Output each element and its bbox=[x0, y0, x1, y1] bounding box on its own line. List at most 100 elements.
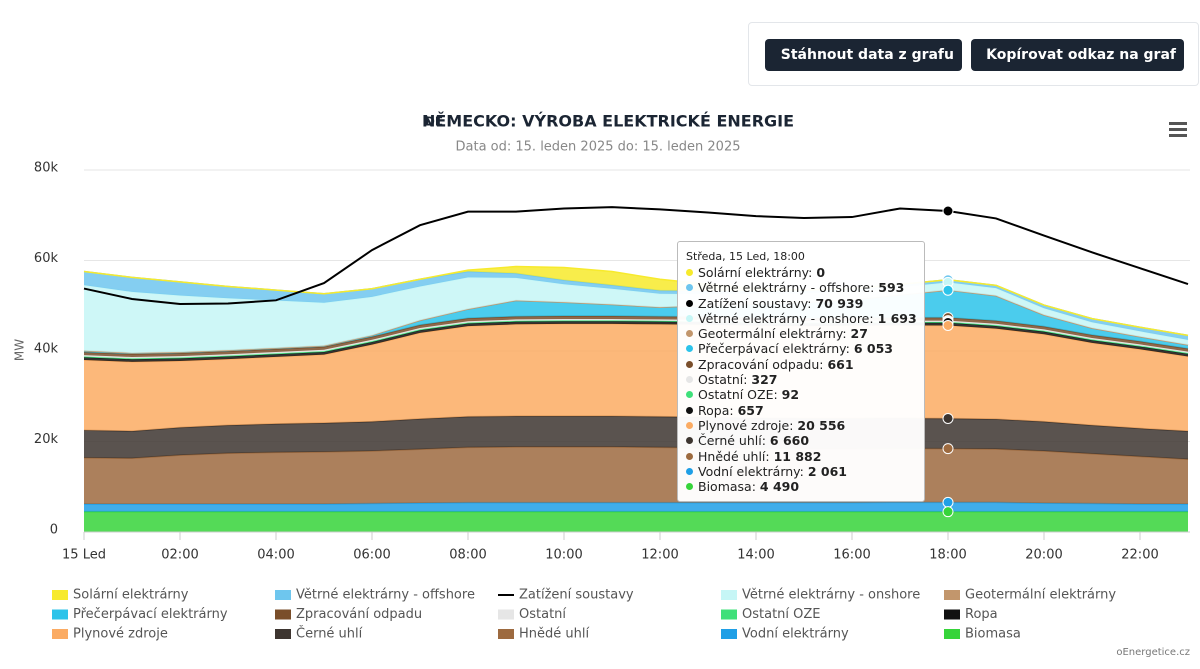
x-tick-label: 02:00 bbox=[161, 548, 198, 563]
tooltip: Středa, 15 Led, 18:00 Solární elektrárny… bbox=[677, 241, 925, 502]
tooltip-row: Ostatní327 bbox=[686, 372, 916, 387]
tooltip-dot bbox=[686, 345, 693, 353]
legend-swatch bbox=[498, 629, 514, 639]
hover-marker bbox=[942, 496, 954, 508]
tooltip-value: 92 bbox=[781, 387, 800, 403]
legend-item[interactable]: Zatížení soustavy bbox=[498, 588, 634, 603]
tooltip-dot bbox=[686, 314, 693, 322]
legend-item[interactable]: Větrné elektrárny - offshore bbox=[275, 588, 475, 603]
legend-item[interactable]: Vodní elektrárny bbox=[721, 627, 849, 642]
x-tick-label: 18:00 bbox=[929, 548, 966, 563]
area bbox=[84, 446, 1188, 504]
legend-item[interactable]: Solární elektrárny bbox=[52, 588, 189, 603]
legend-item[interactable]: Ostatní bbox=[498, 607, 566, 622]
chart-title: NĚMECKO: VÝROBA ELEKTRICKÉ ENERGIE bbox=[422, 112, 794, 131]
menu-icon[interactable] bbox=[1169, 122, 1187, 137]
legend-swatch bbox=[275, 609, 291, 620]
legend-item[interactable]: Přečerpávací elektrárny bbox=[52, 607, 228, 622]
tooltip-value: 70 939 bbox=[815, 295, 864, 311]
tooltip-name: Přečerpávací elektrárny bbox=[698, 341, 854, 356]
tooltip-name: Zpracování odpadu bbox=[698, 357, 827, 372]
legend-item[interactable]: Plynové zdroje bbox=[52, 627, 168, 642]
x-tick-label: 08:00 bbox=[449, 548, 486, 563]
tooltip-row: Větrné elektrárny - offshore593 bbox=[686, 280, 916, 295]
x-tick-label: 22:00 bbox=[1121, 548, 1158, 563]
tooltip-dot bbox=[686, 391, 693, 399]
tooltip-row: Biomasa4 490 bbox=[686, 479, 916, 494]
legend-item[interactable]: Hnědé uhlí bbox=[498, 627, 589, 642]
tooltip-name: Hnědé uhlí bbox=[698, 449, 774, 464]
legend-swatch bbox=[52, 590, 68, 600]
tooltip-dot bbox=[686, 421, 693, 429]
tooltip-name: Ropa bbox=[698, 403, 738, 418]
hover-marker bbox=[942, 506, 954, 518]
copy-link-button[interactable]: Kopírovat odkaz na graf bbox=[971, 39, 1184, 71]
area bbox=[84, 277, 1188, 353]
legend-label: Solární elektrárny bbox=[73, 588, 189, 603]
line bbox=[83, 206, 1189, 305]
tooltip-dot bbox=[686, 406, 693, 414]
tooltip-dot bbox=[686, 269, 693, 276]
tooltip-row: Ropa657 bbox=[686, 403, 916, 418]
legend-label: Biomasa bbox=[965, 627, 1021, 642]
credit: oEnergetice.cz bbox=[1116, 647, 1190, 658]
legend-item[interactable]: Černé uhlí bbox=[275, 626, 363, 642]
y-tick-label: 20k bbox=[34, 432, 59, 447]
legend-label: Vodní elektrárny bbox=[742, 627, 849, 642]
tooltip-value: 657 bbox=[737, 402, 764, 418]
area bbox=[84, 502, 1188, 512]
legend-item[interactable]: Zpracování odpadu bbox=[275, 607, 422, 622]
legend-label: Ropa bbox=[965, 607, 998, 622]
tooltip-dot bbox=[686, 299, 693, 307]
tooltip-row: Zatížení soustavy70 939 bbox=[686, 296, 916, 311]
tooltip-dot bbox=[686, 467, 693, 475]
tooltip-name: Biomasa bbox=[698, 479, 760, 494]
tooltip-title: Středa, 15 Led, 18:00 bbox=[686, 250, 805, 263]
tooltip-row: Přečerpávací elektrárny6 053 bbox=[686, 341, 916, 356]
hover-marker bbox=[942, 412, 954, 424]
legend-swatch bbox=[721, 590, 737, 600]
tooltip-dot bbox=[686, 360, 693, 368]
legend-swatch bbox=[944, 609, 960, 620]
legend-label: Plynové zdroje bbox=[73, 627, 168, 642]
tooltip-name: Větrné elektrárny - offshore bbox=[698, 280, 878, 295]
tooltip-name: Solární elektrárny bbox=[698, 265, 816, 280]
tooltip-value: 20 556 bbox=[797, 417, 846, 433]
tooltip-value: 11 882 bbox=[773, 448, 822, 464]
tooltip-name: Vodní elektrárny bbox=[698, 464, 808, 479]
download-button[interactable]: Stáhnout data z grafu bbox=[765, 39, 962, 71]
legend-swatch bbox=[275, 590, 291, 600]
tooltip-value: 593 bbox=[878, 280, 905, 296]
legend-item[interactable]: Geotermální elektrárny bbox=[944, 588, 1116, 603]
legend-label: Zatížení soustavy bbox=[519, 588, 634, 603]
legend-label: Větrné elektrárny - offshore bbox=[296, 588, 475, 603]
tooltip-value: 1 693 bbox=[877, 310, 917, 326]
tooltip-value: 0 bbox=[816, 265, 826, 280]
tooltip-name: Černé uhlí bbox=[698, 433, 770, 448]
tooltip-row: Hnědé uhlí11 882 bbox=[686, 449, 916, 464]
legend-swatch bbox=[944, 629, 960, 639]
tooltip-value: 661 bbox=[827, 356, 854, 372]
tooltip-dot bbox=[686, 483, 693, 491]
legend-item[interactable]: Ropa bbox=[944, 607, 998, 622]
legend-label: Hnědé uhlí bbox=[519, 627, 589, 642]
tooltip-value: 6 660 bbox=[769, 433, 810, 449]
x-tick-label: 06:00 bbox=[353, 548, 390, 563]
tooltip-name: Plynové zdroje bbox=[698, 418, 797, 433]
legend-swatch bbox=[721, 629, 737, 639]
legend-swatch bbox=[721, 609, 737, 620]
tooltip-dot bbox=[686, 330, 693, 338]
area bbox=[84, 266, 1188, 336]
x-tick-label: 14:00 bbox=[737, 548, 774, 563]
tooltip-value: 2 061 bbox=[807, 463, 847, 479]
legend-label: Větrné elektrárny - onshore bbox=[742, 588, 920, 603]
hover-marker bbox=[942, 205, 954, 217]
legend-item[interactable]: Ostatní OZE bbox=[721, 607, 821, 622]
x-tick-label: 10:00 bbox=[545, 548, 582, 563]
legend-item[interactable]: Větrné elektrárny - onshore bbox=[721, 588, 920, 603]
button-panel: Stáhnout data z grafu Kopírovat odkaz na… bbox=[748, 22, 1199, 86]
area-edge bbox=[83, 318, 1189, 358]
area-edge bbox=[83, 446, 1189, 460]
legend-item[interactable]: Biomasa bbox=[944, 627, 1021, 642]
tooltip-row: Černé uhlí6 660 bbox=[686, 433, 916, 448]
